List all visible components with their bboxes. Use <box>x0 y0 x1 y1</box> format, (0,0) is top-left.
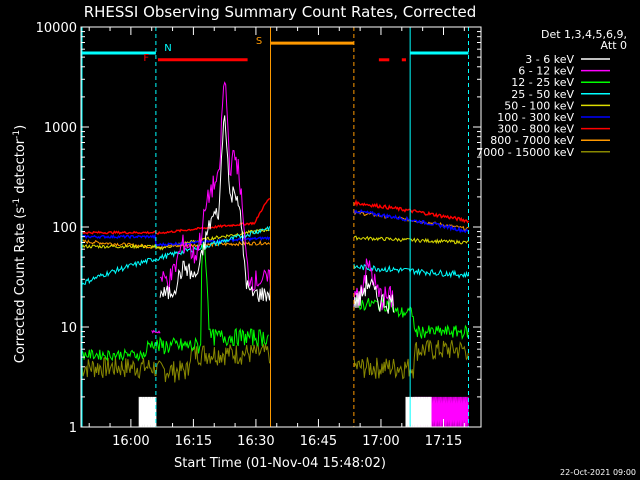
series-800-7000kev-seg1 <box>80 239 271 249</box>
series-300-800kev-seg1 <box>80 197 271 235</box>
x-tick-label: 16:45 <box>300 434 337 449</box>
legend-label: 50 - 100 keV <box>504 99 574 112</box>
legend-label: 25 - 50 keV <box>511 88 574 101</box>
series-3-6kev-seg3 <box>138 396 157 427</box>
legend-label: 300 - 800 keV <box>497 123 574 136</box>
flag-label-f: F <box>143 53 149 64</box>
axis-layer: 1 10 100 1000 10000 16:00 16:15 16:30 16:45 17:00… <box>36 21 482 449</box>
chart-title: RHESSI Observing Summary Count Rates, Co… <box>84 3 477 21</box>
series-3-6kev-seg2 <box>353 275 394 314</box>
x-tick-label: 16:15 <box>175 434 212 449</box>
legend-label: 800 - 7000 keV <box>490 134 574 147</box>
x-tick-label: 16:30 <box>237 434 274 449</box>
legend-label: 12 - 25 keV <box>511 76 574 89</box>
series-25-50kev-seg1 <box>80 225 271 286</box>
legend-label: 3 - 6 keV <box>525 53 574 66</box>
flag-label-n: N <box>164 43 171 54</box>
legend-header: Att 0 <box>601 39 627 52</box>
legend-header: Det 1,3,4,5,6,9, <box>541 28 627 41</box>
x-tick-label: 17:15 <box>425 434 462 449</box>
series-100-300kev-seg1 <box>80 233 271 247</box>
series-50-100kev-seg2 <box>353 235 469 245</box>
y-axis-label: Corrected Count Rate (s-1 detector-1) <box>12 125 28 363</box>
series-12-25kev-seg2 <box>353 297 469 340</box>
legend-label: 6 - 12 keV <box>518 65 574 78</box>
series-6-12kev-seg0 <box>151 329 161 334</box>
y-tick-label: 100 <box>52 221 77 236</box>
series-25-50kev-seg2 <box>353 263 469 279</box>
series-12-25kev-seg1b <box>155 241 269 355</box>
series-layer <box>80 81 470 427</box>
timestamp: 22-Oct-2021 09:00 <box>560 468 636 477</box>
flag-label-s: S <box>256 36 262 47</box>
x-tick-label: 17:00 <box>362 434 399 449</box>
y-tick-label: 1000 <box>44 121 77 136</box>
series-6-12kev-seg1 <box>159 81 271 293</box>
y-tick-label: 10 <box>60 321 77 336</box>
x-axis-label: Start Time (01-Nov-04 15:48:02) <box>174 456 386 471</box>
series-12-25kev-seg1a <box>80 339 156 362</box>
legend-label: 100 - 300 keV <box>497 111 574 124</box>
svg-text:Corrected Count Rate (s-1 dete: Corrected Count Rate (s-1 detector-1) <box>12 125 28 363</box>
series-7000-15000kev-seg2 <box>353 339 469 380</box>
series-3-6kev-seg1 <box>159 115 271 303</box>
flag-layer: N F S <box>81 27 469 427</box>
series-100-300kev-seg2 <box>353 208 470 234</box>
legend-label: 7000 - 15000 keV <box>476 146 574 159</box>
series-7000-15000kev-seg1 <box>80 342 271 383</box>
x-tick-label: 16:00 <box>112 434 149 449</box>
y-tick-label: 1 <box>69 421 77 436</box>
y-tick-label: 10000 <box>36 21 77 36</box>
series-300-800kev-seg2 <box>353 198 470 224</box>
